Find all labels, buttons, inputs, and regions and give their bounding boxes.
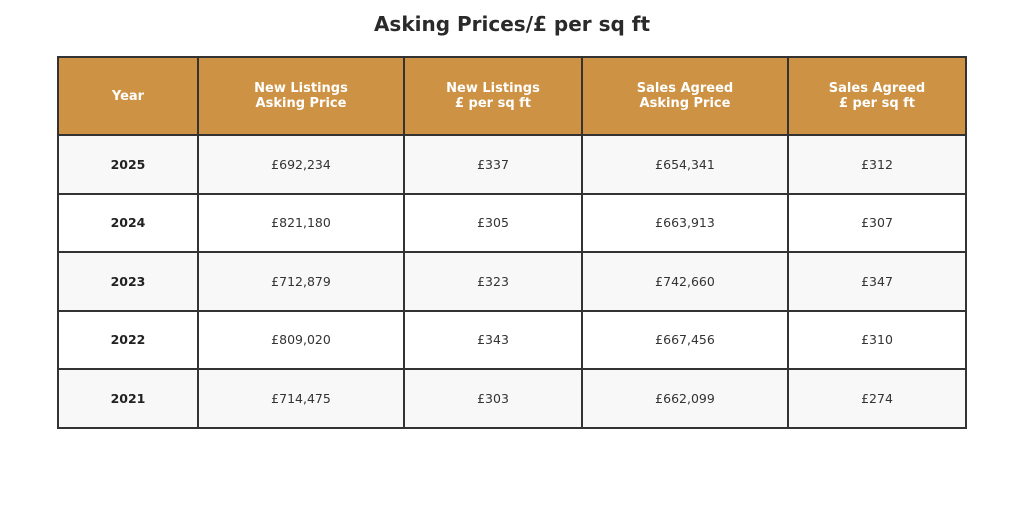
value-cell: £742,660 xyxy=(581,251,789,312)
value-cell: £654,341 xyxy=(581,134,789,195)
table-row: 2025 £692,234 £337 £654,341 £312 xyxy=(57,134,967,195)
value-cell: £343 xyxy=(403,309,583,370)
value-cell: £312 xyxy=(787,134,967,195)
year-cell: 2025 xyxy=(57,134,199,195)
value-cell: £305 xyxy=(403,192,583,253)
value-cell: £323 xyxy=(403,251,583,312)
value-cell: £347 xyxy=(787,251,967,312)
value-cell: £337 xyxy=(403,134,583,195)
value-cell: £692,234 xyxy=(197,134,405,195)
year-cell: 2021 xyxy=(57,368,199,429)
table-row: 2022 £809,020 £343 £667,456 £310 xyxy=(57,309,967,370)
year-cell: 2022 xyxy=(57,309,199,370)
column-header: New Listings Asking Price xyxy=(197,56,405,136)
year-cell: 2024 xyxy=(57,192,199,253)
value-cell: £667,456 xyxy=(581,309,789,370)
value-cell: £809,020 xyxy=(197,309,405,370)
value-cell: £663,913 xyxy=(581,192,789,253)
value-cell: £303 xyxy=(403,368,583,429)
value-cell: £307 xyxy=(787,192,967,253)
column-header: Year xyxy=(57,56,199,136)
table-row: 2021 £714,475 £303 £662,099 £274 xyxy=(57,368,967,429)
value-cell: £712,879 xyxy=(197,251,405,312)
header-row: Year New Listings Asking Price New Listings… xyxy=(57,56,967,136)
value-cell: £274 xyxy=(787,368,967,429)
table-row: 2023 £712,879 £323 £742,660 £347 xyxy=(57,251,967,312)
price-table: Year New Listings Asking Price New Listings… xyxy=(57,56,967,429)
column-header: Sales Agreed Asking Price xyxy=(581,56,789,136)
value-cell: £310 xyxy=(787,309,967,370)
value-cell: £662,099 xyxy=(581,368,789,429)
year-cell: 2023 xyxy=(57,251,199,312)
value-cell: £821,180 xyxy=(197,192,405,253)
value-cell: £714,475 xyxy=(197,368,405,429)
column-header: New Listings £ per sq ft xyxy=(403,56,583,136)
column-header: Sales Agreed £ per sq ft xyxy=(787,56,967,136)
table-row: 2024 £821,180 £305 £663,913 £307 xyxy=(57,192,967,253)
chart-title: Asking Prices/£ per sq ft xyxy=(373,12,651,36)
